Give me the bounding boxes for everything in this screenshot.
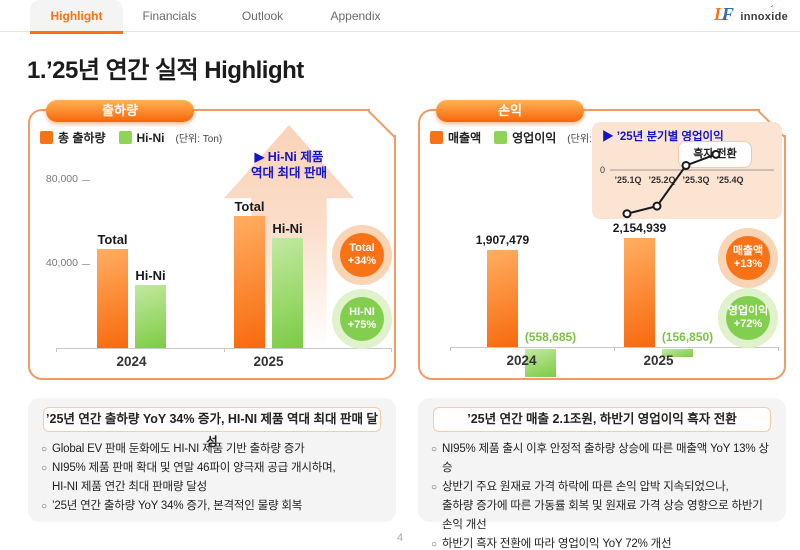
- hini-growth-badge: HI-NI +75%: [340, 297, 384, 341]
- y-tick-mark: [82, 180, 90, 181]
- bar-label-2024-series1: (558,685): [524, 330, 577, 344]
- bar-2025-series1: [662, 349, 693, 357]
- corner-chamfer: [370, 109, 396, 135]
- logo-letter-l: L: [713, 4, 725, 24]
- shipments-summary-title: ’25년 연간 출하량 YoY 34% 증가, HI-NI 제품 역대 최대 판…: [43, 407, 381, 449]
- bullet-marker: ○: [431, 444, 438, 455]
- shipments-chart-card: 출하량 총 출하량 Hi-Ni (단위: Ton) ▶ Hi-Ni 제품 역대 …: [28, 100, 396, 380]
- logo-letter-f: F: [721, 4, 734, 24]
- revenue-growth-badge: 매출액 +13%: [726, 236, 770, 280]
- bullet-marker: ○: [41, 444, 48, 455]
- bar-2025-series0: [234, 215, 265, 348]
- x-axis-tick: [56, 348, 57, 352]
- bar-2024-series0: [97, 249, 128, 348]
- bar-2025-series1: [272, 237, 303, 348]
- list-item: ○ 하반기 흑자 전환에 따라 영업이익 YoY 72% 개선: [431, 535, 773, 550]
- tab-outlook[interactable]: Outlook: [241, 9, 284, 23]
- list-item: ○ NI95% 제품 출시 이후 안정적 출하량 상승에 따른 매출액 YoY 1…: [431, 440, 773, 478]
- y-tick-mark: [82, 264, 90, 265]
- list-item: ○ 상반기 주요 원재료 가격 하락에 따른 손익 압박 지속되었으나, 출하량 …: [431, 478, 773, 535]
- shipments-legend: 총 출하량 Hi-Ni (단위: Ton): [40, 129, 222, 146]
- bar-2024-series0: [487, 250, 518, 347]
- shipments-summary-box: ’25년 연간 출하량 YoY 34% 증가, HI-NI 제품 역대 최대 판…: [28, 398, 396, 522]
- bullet-marker: ○: [41, 501, 48, 512]
- shipments-summary-list: ○ Global EV 판매 둔화에도 HI-NI 제품 기반 출하량 증가 ○ N…: [28, 432, 396, 516]
- profit-summary-box: ’25년 연간 매출 2.1조원, 하반기 영업이익 흑자 전환 ○ NI95% …: [418, 398, 786, 550]
- tab-bar: Highlight Financials Outlook Appendix: [0, 0, 800, 34]
- profit-chart-card: 손익 매출액 영업이익 (단위: 백만원) ▶ ’25년 분기별 영업이익 흑자…: [418, 100, 786, 380]
- bar-label-2025-series1: Hi-Ni: [272, 220, 303, 236]
- legend-label-total: 총 출하량: [58, 131, 106, 145]
- legend-label-hini: Hi-Ni: [136, 130, 165, 145]
- tab-financials[interactable]: Financials: [142, 9, 197, 23]
- y-tick-label: 40,000: [45, 257, 78, 269]
- op-profit-growth-badge: 영업이익 +72%: [726, 296, 770, 340]
- inset-title: ▶ ’25년 분기별 영업이익: [602, 131, 724, 143]
- page-number: 4: [396, 532, 404, 544]
- profit-plot: 1,907,479 (558,685) 2024 2,154,939 (156,850)…: [420, 111, 784, 378]
- category-label-2024: 2024: [506, 353, 537, 368]
- total-growth-badge: Total +34%: [340, 233, 384, 277]
- unit-label: (단위: Ton): [175, 134, 223, 145]
- bar-label-2024-series1: Hi-Ni: [135, 268, 166, 283]
- category-label-2025: 2025: [253, 354, 284, 369]
- legend-label-op-profit: 영업이익: [512, 131, 557, 145]
- list-item: ○ ’25년 연간 출하량 YoY 34% 증가, 본격적인 물량 회복: [41, 497, 383, 516]
- bar-label-2025-series1: (156,850): [661, 330, 714, 344]
- bullet-marker: ○: [431, 482, 438, 493]
- bullet-marker: ○: [41, 463, 48, 474]
- x-axis-tick: [223, 348, 225, 352]
- tab-appendix[interactable]: Appendix: [330, 9, 381, 23]
- category-label-2025: 2025: [643, 353, 674, 368]
- y-tick-label: 80,000: [45, 173, 78, 185]
- x-axis-tick: [778, 347, 779, 351]
- list-item: ○ Global EV 판매 둔화에도 HI-NI 제품 기반 출하량 증가: [41, 440, 383, 459]
- bar-2025-series0: [624, 237, 655, 347]
- x-axis-tick: [391, 348, 392, 352]
- profit-summary-list: ○ NI95% 제품 출시 이후 안정적 출하량 상승에 따른 매출액 YoY 1…: [418, 432, 786, 550]
- legend-swatch-op-profit: [494, 131, 508, 144]
- list-item: ○ NI95% 제품 판매 확대 및 연말 46파이 양극재 공급 개시하며, H…: [41, 459, 383, 497]
- bar-2024-series1: [135, 285, 166, 348]
- category-label-2024: 2024: [116, 354, 147, 369]
- legend-swatch-revenue: [430, 131, 443, 144]
- x-axis-tick: [450, 347, 451, 351]
- bar-label-2025-series0: 2,154,939: [612, 220, 667, 235]
- company-logo: LF innoxide ´: [714, 4, 788, 28]
- shipments-plot: 40,000 80,000 Total Hi-Ni 2024 Total Hi-Ni 2025: [30, 111, 394, 378]
- page-title: 1.’25년 연간 실적 Highlight: [27, 57, 304, 84]
- legend-swatch-total: [40, 131, 53, 144]
- bar-label-2024-series0: 1,907,479: [475, 233, 530, 248]
- logo-accent-mark: ´: [770, 5, 774, 16]
- bullet-marker: ○: [431, 539, 438, 550]
- legend-swatch-hini: [118, 131, 132, 144]
- bar-label-2024-series0: Total: [97, 232, 128, 248]
- logo-wordmark: innoxide ´: [740, 5, 788, 23]
- legend-label-revenue: 매출액: [448, 131, 482, 145]
- bar-label-2025-series0: Total: [234, 198, 265, 214]
- tab-highlight[interactable]: Highlight: [30, 0, 123, 34]
- profit-summary-title: ’25년 연간 매출 2.1조원, 하반기 영업이익 흑자 전환: [433, 407, 771, 432]
- quarterly-op-profit-inset: ▶ ’25년 분기별 영업이익 흑자 전환 0’25.1Q ’25.2Q ’25.3…: [592, 122, 782, 219]
- top-nav: Highlight Financials Outlook Appendix LF…: [0, 0, 800, 34]
- bar-2024-series1: [525, 349, 556, 378]
- x-axis-tick: [614, 347, 615, 351]
- record-sales-annotation: ▶ Hi-Ni 제품 역대 최대 판매: [251, 150, 327, 180]
- profit-card-title: 손익: [436, 100, 584, 122]
- shipments-card-title: 출하량: [46, 100, 194, 122]
